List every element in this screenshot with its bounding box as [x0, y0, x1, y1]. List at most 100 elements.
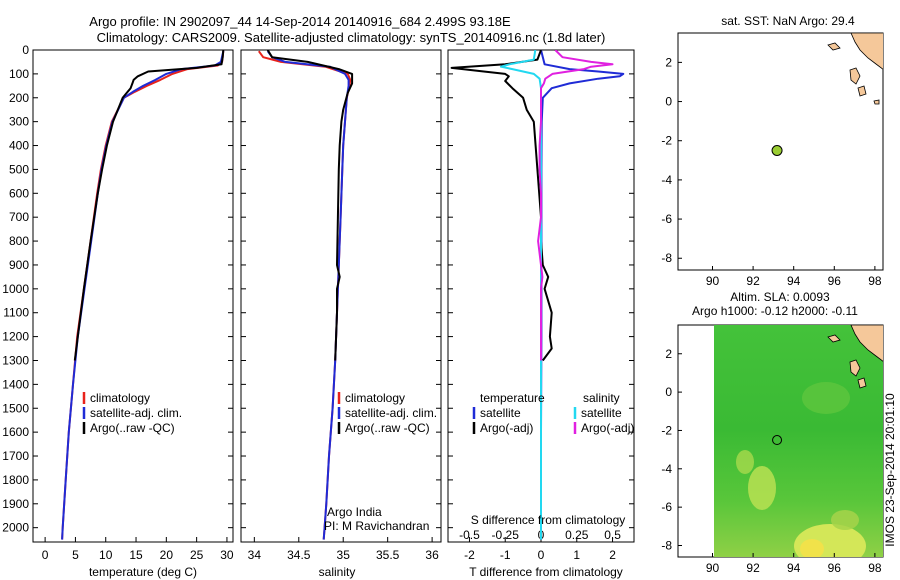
sla-anomaly-patch: [802, 382, 850, 414]
series-line-argo-raw-qc: [266, 50, 354, 361]
x-tick-label: 20: [160, 548, 174, 562]
x-tick-label: 34.5: [287, 548, 311, 562]
sla-heatmap: [714, 325, 883, 557]
difference-legend: temperature satellite Argo(-adj) salinit…: [472, 391, 634, 435]
salinity-x-axis: 34 34.5 35 35.5 36: [248, 537, 439, 562]
s-diff-tick-label: -0.5: [459, 528, 480, 542]
sla-map-axes: 90 92 94 96 98 2 0 -2 -4 -6 -8: [661, 347, 882, 575]
x-tick-label: 34: [248, 548, 262, 562]
t-diff-tick-label: 1: [573, 548, 580, 562]
legend-label-s-satellite: satellite: [581, 406, 622, 420]
sumatra-coast: [850, 325, 883, 362]
lon-tick-label: 94: [787, 561, 801, 575]
depth-tick-label: 1600: [2, 425, 29, 439]
depth-tick-label: 1900: [2, 497, 29, 511]
salinity-legend: climatology satellite-adj. clim. Argo(..…: [337, 391, 437, 435]
x-tick-label: 35: [337, 548, 351, 562]
simeulue-island: [827, 42, 841, 51]
depth-tick-label: 600: [9, 186, 29, 200]
t-difference-xlabel: T difference from climatology: [469, 565, 623, 579]
header-title-line1: Argo profile: IN 2902097_44 14-Sep-2014 …: [89, 14, 511, 29]
float-position-marker: [772, 435, 783, 446]
difference-series: [450, 50, 625, 540]
depth-tick-label: 0: [22, 43, 29, 57]
sst-map-float-marker: [771, 145, 783, 157]
salinity-panel: 34 34.5 35 35.5 36 salinity climatology sate…: [240, 49, 442, 579]
depth-tick-label: 1000: [2, 282, 29, 296]
legend-title-salinity: salinity: [583, 391, 620, 405]
x-tick-label: 5: [72, 548, 79, 562]
lon-tick-label: 90: [706, 561, 720, 575]
depth-tick-label: 500: [9, 162, 29, 176]
legend-label-climatology: climatology: [90, 391, 150, 405]
float-owner-line1: Argo India: [327, 505, 382, 519]
depth-tick-label: 1500: [2, 401, 29, 415]
s-diff-tick-label: 0.25: [565, 528, 589, 542]
sla-map-title: Altim. SLA: 0.0093: [730, 290, 830, 304]
temperature-series: [61, 50, 225, 540]
small-island: [857, 377, 867, 389]
t-diff-tick-label: 0: [538, 548, 545, 562]
depth-tick-label: 900: [9, 258, 29, 272]
lat-tick-label: 2: [665, 347, 672, 361]
sst-map-title: sat. SST: NaN Argo: 29.4: [721, 14, 855, 28]
sla-map-float-marker: [772, 435, 783, 446]
lat-tick-label: -6: [661, 500, 672, 514]
sst-map-land: [827, 33, 883, 105]
t-diff-tick-label: 2: [609, 548, 616, 562]
nias-island: [849, 67, 861, 85]
depth-tick-label: 200: [9, 91, 29, 105]
sla-map-subtitle: Argo h1000: -0.12 h2000: -0.11: [692, 304, 858, 318]
legend-label-climatology: climatology: [345, 391, 405, 405]
sla-anomaly-patch: [736, 450, 754, 474]
legend-label-argo: Argo(..raw -QC): [90, 421, 175, 435]
s-diff-tick-label: -0.25: [492, 528, 520, 542]
sst-map-panel: sat. SST: NaN Argo: 29.4 90 92 94 96 98 2 0 -2 -…: [661, 14, 884, 288]
lat-tick-label: -4: [661, 462, 672, 476]
difference-x-axis: -2 -1 0 1 2-0.5 -0.25 0 0.25 0.5: [459, 528, 621, 562]
lon-tick-label: 92: [746, 561, 760, 575]
depth-tick-label: 400: [9, 139, 29, 153]
lat-tick-label: -2: [661, 134, 672, 148]
series-line-s-argo-adj: [537, 50, 614, 361]
x-tick-label: 15: [129, 548, 143, 562]
sst-map-axes: 90 92 94 96 98 2 0 -2 -4 -6 -8: [661, 55, 882, 288]
legend-label-argo: Argo(..raw -QC): [345, 421, 430, 435]
t-diff-tick-label: -2: [464, 548, 475, 562]
x-tick-label: 36: [425, 548, 439, 562]
depth-tick-label: 1100: [3, 306, 29, 320]
lat-tick-label: 2: [665, 55, 672, 69]
legend-label-t-argo: Argo(-adj): [480, 421, 533, 435]
lon-tick-label: 94: [787, 274, 801, 288]
float-owner-line2: PI: M Ravichandran: [324, 519, 429, 533]
sla-map-panel: Altim. SLA: 0.0093 Argo h1000: -0.12 h20…: [661, 290, 884, 575]
lat-tick-label: -8: [661, 251, 672, 265]
depth-tick-label: 1300: [2, 353, 29, 367]
lon-tick-label: 96: [828, 274, 842, 288]
s-diff-tick-label: 0.5: [604, 528, 621, 542]
x-tick-label: 10: [99, 548, 113, 562]
header-title-line2: Climatology: CARS2009. Satellite-adjuste…: [97, 30, 606, 45]
lon-tick-label: 98: [868, 561, 882, 575]
simeulue-island: [827, 334, 841, 343]
x-tick-label: 30: [220, 548, 234, 562]
depth-tick-label: 1200: [2, 330, 29, 344]
temperature-axes-box: [32, 49, 234, 543]
legend-label-satellite: satellite-adj. clim.: [345, 406, 437, 420]
x-tick-label: 25: [190, 548, 204, 562]
depth-tick-label: 1800: [2, 473, 29, 487]
depth-tick-label: 1700: [2, 449, 29, 463]
lat-tick-label: -2: [661, 423, 672, 437]
sla-anomaly-patch: [800, 539, 824, 557]
difference-panel: -2 -1 0 1 2-0.5 -0.25 0 0.25 0.5 T difference fr…: [447, 49, 635, 579]
depth-tick-label: 800: [9, 234, 29, 248]
x-tick-label: 35.5: [376, 548, 400, 562]
lon-tick-label: 92: [746, 274, 760, 288]
temperature-panel: 0100200300400500600700800900100011001200…: [2, 43, 234, 579]
temperature-xlabel: temperature (deg C): [89, 565, 197, 579]
salinity-depth-ticks: [241, 49, 441, 529]
sla-anomaly-patch: [831, 510, 859, 530]
float-position-marker: [771, 145, 783, 157]
lon-tick-label: 98: [868, 274, 882, 288]
